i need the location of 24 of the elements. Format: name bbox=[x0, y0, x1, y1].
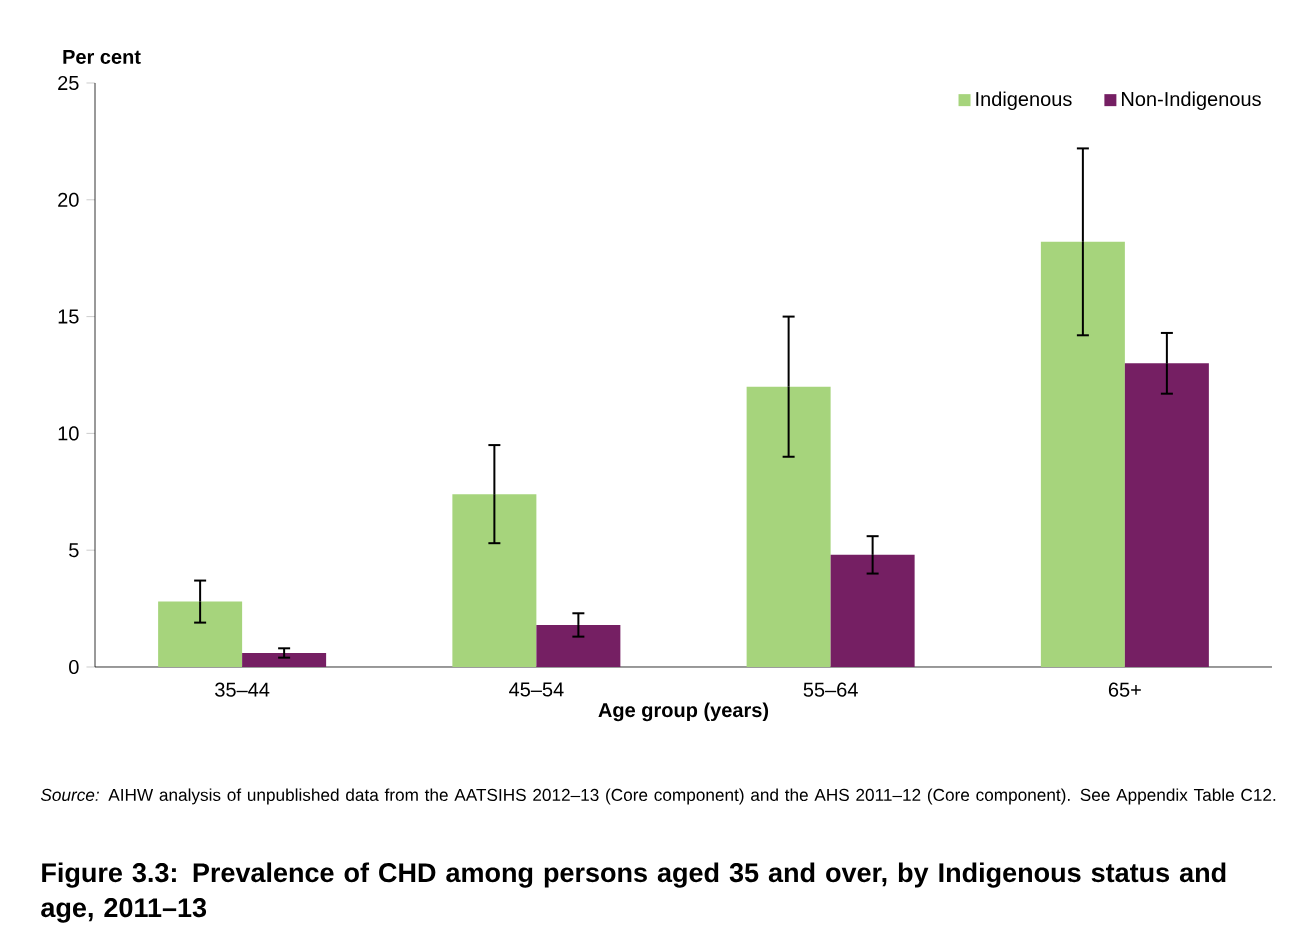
x-axis-title: Age group (years) bbox=[598, 702, 769, 722]
x-tick-label: 35–44 bbox=[215, 682, 270, 697]
bar bbox=[830, 554, 915, 667]
y-tick-label: 10 bbox=[58, 426, 79, 441]
x-tick-label: 45–54 bbox=[509, 682, 564, 697]
legend-label: Non-Indigenous bbox=[1122, 91, 1261, 111]
bar bbox=[1124, 363, 1209, 667]
x-tick-label: 65+ bbox=[1108, 682, 1141, 697]
y-tick-label: 25 bbox=[58, 75, 79, 91]
y-tick-label: 0 bbox=[69, 659, 79, 675]
bar bbox=[452, 494, 537, 667]
y-tick-label: 20 bbox=[58, 192, 79, 207]
bar bbox=[1040, 241, 1125, 667]
text: Source: AIHW analysis of unpublished data from the AATSIHS 2012–13 (Core component) and the AHS 2011–12 (Core component). See Appendix Table C12. bbox=[40, 788, 1276, 805]
y-tick-label: 15 bbox=[58, 309, 79, 324]
legend-label: Indigenous bbox=[976, 91, 1072, 111]
bar bbox=[746, 386, 831, 667]
y-tick-label: 5 bbox=[69, 543, 79, 558]
bar bbox=[536, 624, 621, 667]
y-axis-title: Per cent bbox=[63, 49, 141, 64]
bar bbox=[158, 601, 243, 667]
x-tick-label: 55–64 bbox=[803, 682, 858, 697]
text: Figure 3.3: Prevalence of CHD among persons aged 35 and over, by Indigenous status and age, 2011–13 bbox=[41, 862, 1226, 923]
bar bbox=[242, 652, 327, 667]
